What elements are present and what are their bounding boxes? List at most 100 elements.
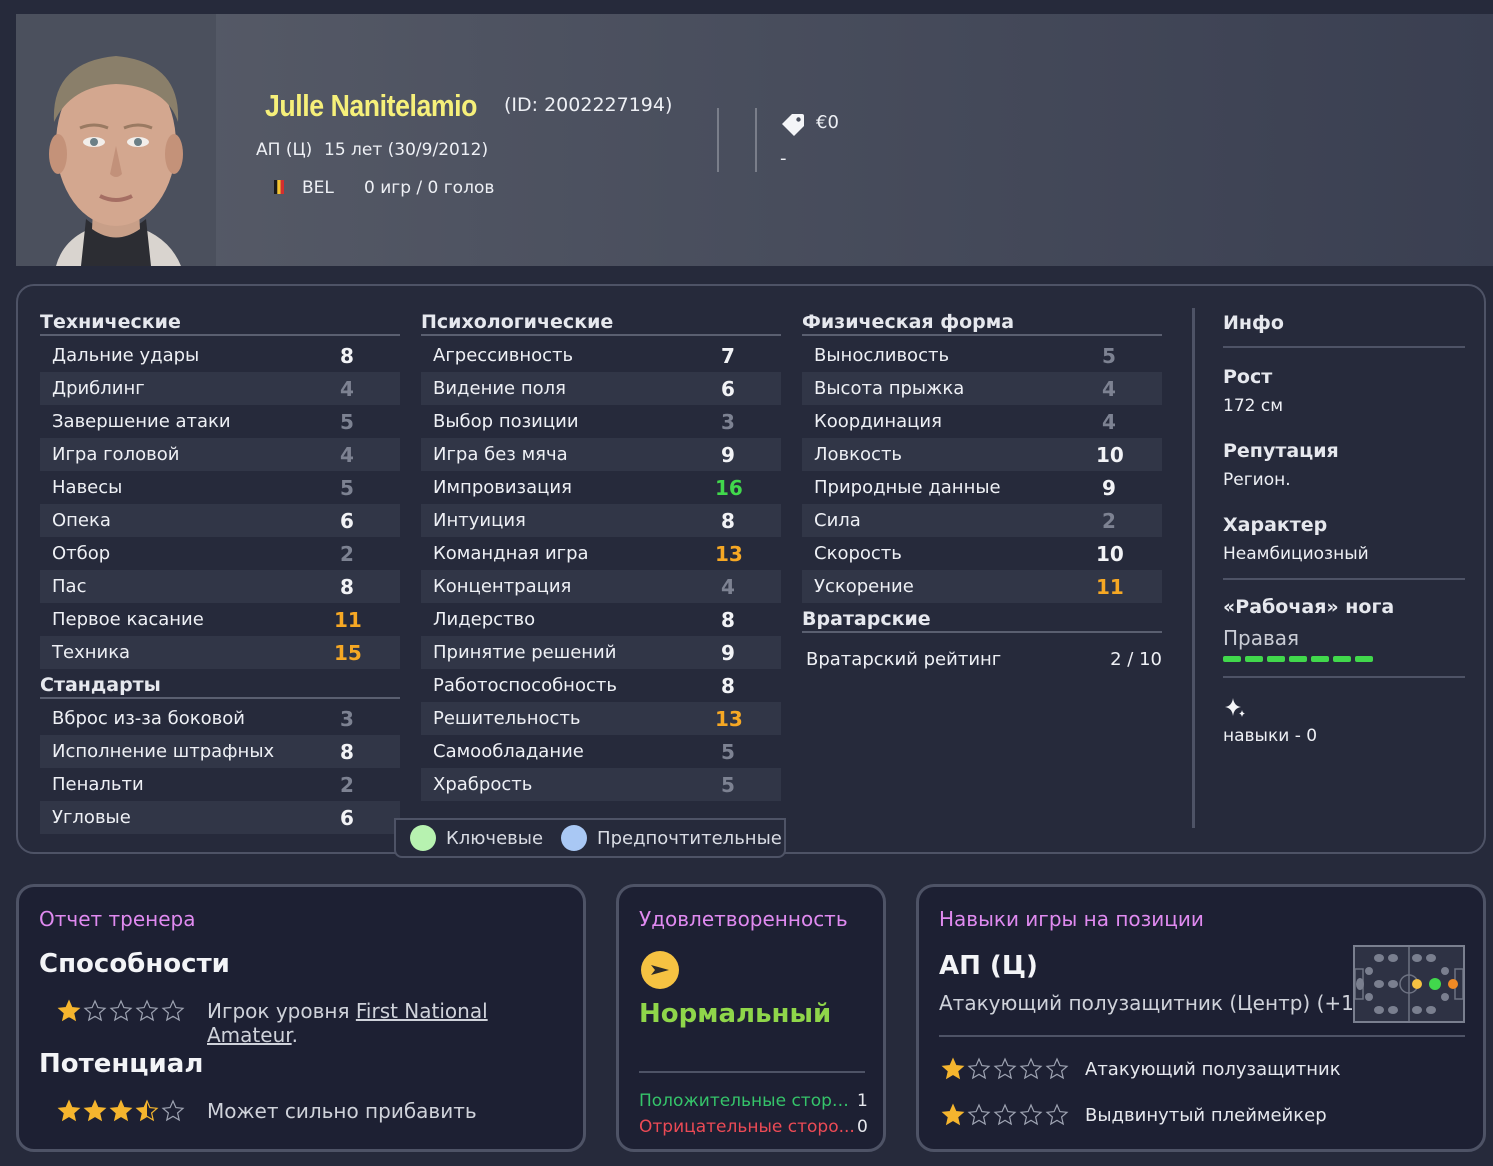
attribute-row[interactable]: Командная игра 13 [421, 537, 781, 570]
attribute-row[interactable]: Первое касание 11 [40, 603, 400, 636]
header-divider [717, 108, 719, 172]
attribute-row[interactable]: Выносливость 5 [802, 339, 1162, 372]
attribute-row[interactable]: Координация 4 [802, 405, 1162, 438]
setpieces-list: Вброс из-за боковой 3 Исполнение штрафных 8… [40, 702, 400, 834]
positions-divider [939, 1035, 1465, 1037]
attribute-row[interactable]: Пенальти 2 [40, 768, 400, 801]
main-position-short: АП (Ц) [939, 951, 1038, 981]
attribute-row[interactable]: Природные данные 9 [802, 471, 1162, 504]
attribute-label: Концентрация [433, 576, 572, 597]
player-nation: BEL [302, 178, 334, 198]
attribute-label: Дриблинг [52, 378, 145, 399]
coach-report-card: Отчет тренера Способности Игрок уровня F… [16, 884, 586, 1152]
attribute-value: 7 [721, 343, 735, 368]
attribute-row[interactable]: Исполнение штрафных 8 [40, 735, 400, 768]
attribute-value: 8 [721, 607, 735, 632]
attribute-value: 4 [1102, 376, 1116, 401]
attribute-row[interactable]: Опека 6 [40, 504, 400, 537]
attribute-row[interactable]: Выбор позиции 3 [421, 405, 781, 438]
attribute-row[interactable]: Ускорение 11 [802, 570, 1162, 603]
attribute-row[interactable]: Ловкость 10 [802, 438, 1162, 471]
goalkeeping-rating-row: Вратарский рейтинг 2 / 10 [802, 643, 1162, 676]
attribute-row[interactable]: Дальние удары 8 [40, 339, 400, 372]
physical-column: Физическая форма Выносливость 5 Высота пры… [802, 308, 1162, 676]
attribute-row[interactable]: Принятие решений 9 [421, 636, 781, 669]
star-icon [1045, 1057, 1069, 1081]
attribute-label: Завершение атаки [52, 411, 231, 432]
player-header: Julle Nanitelamio (ID: 2002227194) АП (Ц… [16, 14, 1493, 266]
satisfaction-normal-icon [641, 951, 679, 989]
attribute-row[interactable]: Вброс из-за боковой 3 [40, 702, 400, 735]
star-icon [83, 1099, 107, 1123]
satisfaction-title: Удовлетворенность [639, 907, 848, 931]
foot-bar-segment [1245, 656, 1263, 662]
attribute-value: 6 [721, 376, 735, 401]
attribute-row[interactable]: Видение поля 6 [421, 372, 781, 405]
attribute-value: 4 [1102, 409, 1116, 434]
attribute-row[interactable]: Пас 8 [40, 570, 400, 603]
personality-label: Характер [1223, 514, 1328, 536]
preferred-attributes-label[interactable]: Предпочтительные [597, 827, 782, 849]
attribute-row[interactable]: Игра головой 4 [40, 438, 400, 471]
attribute-value: 3 [721, 409, 735, 434]
attribute-row[interactable]: Храбрость 5 [421, 768, 781, 801]
info-column: Инфо Рост 172 см Репутация Регион. Харак… [1192, 308, 1465, 828]
attribute-label: Скорость [814, 543, 902, 564]
attribute-value: 4 [340, 442, 354, 467]
attribute-row[interactable]: Техника 15 [40, 636, 400, 669]
star-icon [161, 999, 185, 1023]
attribute-row[interactable]: Дриблинг 4 [40, 372, 400, 405]
height-label: Рост [1223, 366, 1273, 388]
star-icon [109, 999, 133, 1023]
attribute-row[interactable]: Работоспособность 8 [421, 669, 781, 702]
player-portrait [16, 14, 216, 266]
mental-column: Психологические Агрессивность 7 Видение по… [421, 308, 781, 801]
attribute-row[interactable]: Сила 2 [802, 504, 1162, 537]
negative-aspects-label[interactable]: Отрицательные сторо... [639, 1117, 855, 1137]
attribute-label: Решительность [433, 708, 581, 729]
attribute-value: 8 [340, 739, 354, 764]
attribute-row[interactable]: Агрессивность 7 [421, 339, 781, 372]
key-attributes-dot[interactable] [410, 825, 436, 851]
physical-list: Выносливость 5 Высота прыжка 4 Координация 4 Л… [802, 339, 1162, 603]
setpieces-title: Стандарты [40, 671, 400, 699]
star-icon [941, 1103, 965, 1127]
player-name: Julle Nanitelamio [265, 88, 477, 123]
attribute-row[interactable]: Самообладание 5 [421, 735, 781, 768]
position-skills-card: Навыки игры на позиции АП (Ц) Атакующий … [916, 884, 1486, 1152]
attribute-label: Видение поля [433, 378, 566, 399]
attribute-value: 5 [1102, 343, 1116, 368]
attribute-row[interactable]: Угловые 6 [40, 801, 400, 834]
attribute-label: Высота прыжка [814, 378, 965, 399]
ability-text-prefix: Игрок уровня [207, 999, 356, 1023]
attribute-label: Игра головой [52, 444, 180, 465]
reputation-label: Репутация [1223, 440, 1339, 462]
attribute-value: 8 [721, 508, 735, 533]
attribute-value: 9 [721, 640, 735, 665]
attribute-row[interactable]: Лидерство 8 [421, 603, 781, 636]
technical-title: Технические [40, 308, 400, 336]
attribute-row[interactable]: Навесы 5 [40, 471, 400, 504]
attribute-row[interactable]: Отбор 2 [40, 537, 400, 570]
attribute-row[interactable]: Игра без мяча 9 [421, 438, 781, 471]
ability-level-link[interactable]: First National Amateur [207, 999, 488, 1047]
attribute-row[interactable]: Завершение атаки 5 [40, 405, 400, 438]
preferred-attributes-dot[interactable] [561, 825, 588, 851]
attribute-row[interactable]: Интуиция 8 [421, 504, 781, 537]
key-attributes-label[interactable]: Ключевые [446, 827, 544, 849]
attribute-row[interactable]: Импровизация 16 [421, 471, 781, 504]
attribute-row[interactable]: Высота прыжка 4 [802, 372, 1162, 405]
skills-count[interactable]: навыки - 0 [1223, 726, 1318, 746]
attribute-label: Пенальти [52, 774, 144, 795]
star-icon [967, 1103, 991, 1127]
star-icon [993, 1103, 1017, 1127]
role-stars [941, 1057, 1069, 1081]
attribute-row[interactable]: Скорость 10 [802, 537, 1162, 570]
position-pitch-diagram[interactable] [1353, 945, 1465, 1023]
attribute-row[interactable]: Концентрация 4 [421, 570, 781, 603]
positive-aspects-label[interactable]: Положительные сторо... [639, 1091, 855, 1111]
attribute-row[interactable]: Решительность 13 [421, 702, 781, 735]
potential-text: Может сильно прибавить [207, 1099, 477, 1123]
goalkeeping-title: Вратарские [802, 605, 1162, 633]
ability-text: Игрок уровня First National Amateur. [207, 999, 583, 1047]
